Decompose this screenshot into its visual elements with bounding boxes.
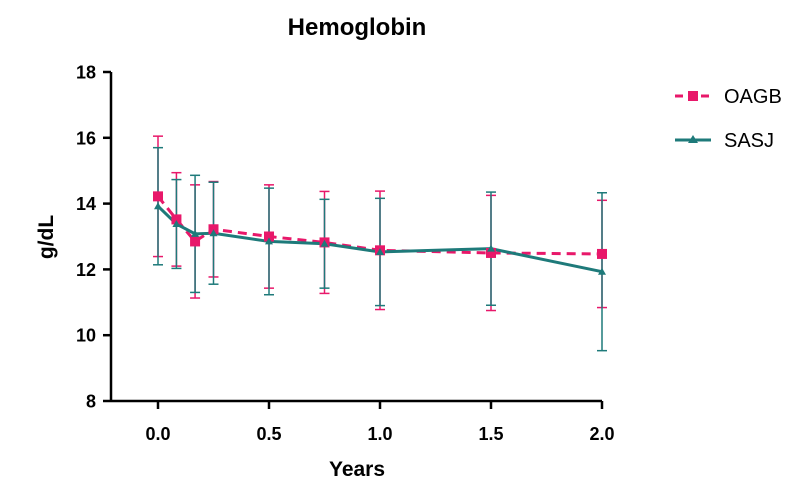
x-tick-label: 0.0	[145, 424, 170, 444]
oagb-data-point	[171, 214, 182, 225]
series-markers	[153, 191, 607, 275]
sasj-data-point	[209, 229, 218, 237]
legend: OAGB SASJ	[675, 86, 782, 152]
sasj-data-point	[172, 219, 181, 227]
chart-title: Hemoglobin	[288, 14, 427, 41]
sasj-legend-marker	[688, 135, 698, 143]
y-tick-label: 16	[76, 128, 96, 148]
x-axis-label: Years	[329, 458, 385, 481]
sasj-data-point	[598, 267, 606, 275]
oagb-data-point	[153, 191, 163, 202]
x-tick-label: 0.5	[256, 424, 281, 444]
sasj-data-point	[487, 244, 495, 252]
oagb-data-point	[264, 231, 274, 242]
axis-ticks: 8 10 12 14 16 18 0.0 0.5 1.0 1.5 2.0	[76, 63, 615, 445]
y-tick-label: 12	[76, 260, 96, 280]
x-tick-label: 1.0	[367, 424, 392, 444]
y-tick-label: 10	[76, 326, 96, 346]
x-tick-label: 2.0	[589, 424, 614, 444]
sasj-data-point	[320, 239, 329, 247]
sasj-data-point	[154, 202, 162, 210]
sasj-data-point	[265, 237, 273, 245]
oagb-data-point	[597, 248, 607, 259]
sasj-legend-label: SASJ	[724, 130, 774, 152]
oagb-legend-label: OAGB	[724, 86, 782, 108]
plot-axes	[109, 72, 602, 403]
y-axis-label: g/dL	[35, 215, 58, 259]
oagb-data-point	[190, 236, 201, 247]
oagb-legend-marker	[688, 91, 698, 101]
y-tick-label: 18	[76, 63, 96, 83]
y-tick-label: 8	[86, 392, 96, 412]
sasj-data-point	[191, 229, 200, 237]
y-tick-label: 14	[76, 194, 96, 214]
oagb-data-point	[486, 247, 496, 258]
sasj-data-point	[376, 247, 384, 255]
error-bars	[153, 135, 607, 352]
x-tick-label: 1.5	[478, 424, 503, 444]
